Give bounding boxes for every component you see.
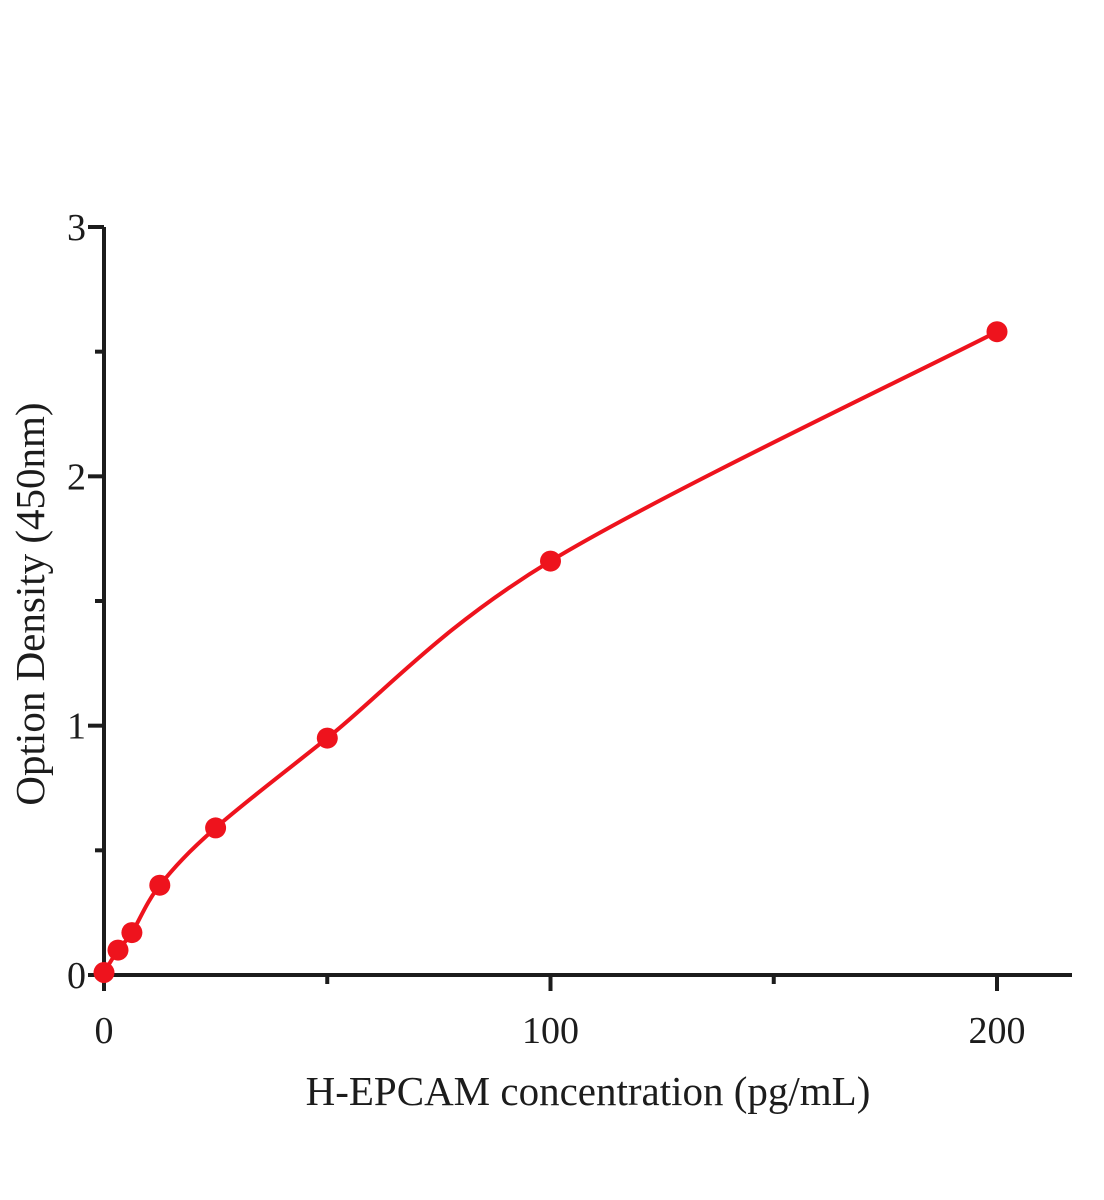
y-tick-label: 1 [67,706,86,748]
y-axis-title: Option Density (450nm) [7,402,53,805]
axis-labels: H-EPCAM concentration (pg/mL) Option Den… [7,402,870,1114]
data-point [205,817,227,839]
data-point [149,874,171,896]
data-point [540,550,561,572]
standard-curve-line [102,329,999,975]
y-tick-label: 2 [67,456,86,498]
y-tick-label: 3 [67,207,86,249]
axes: 0 100 200 0 1 2 3 [67,207,1072,1052]
x-axis-title: H-EPCAM concentration (pg/mL) [306,1068,871,1114]
x-tick-label: 100 [522,1010,579,1052]
y-tick-label: 0 [67,955,86,997]
plot-series [93,321,1008,983]
data-point [316,727,338,749]
x-tick-label: 0 [95,1010,114,1052]
data-point [107,939,129,961]
data-point [121,922,143,944]
x-tick-label: 200 [969,1010,1026,1052]
data-point [986,321,1008,343]
data-point [93,962,115,983]
